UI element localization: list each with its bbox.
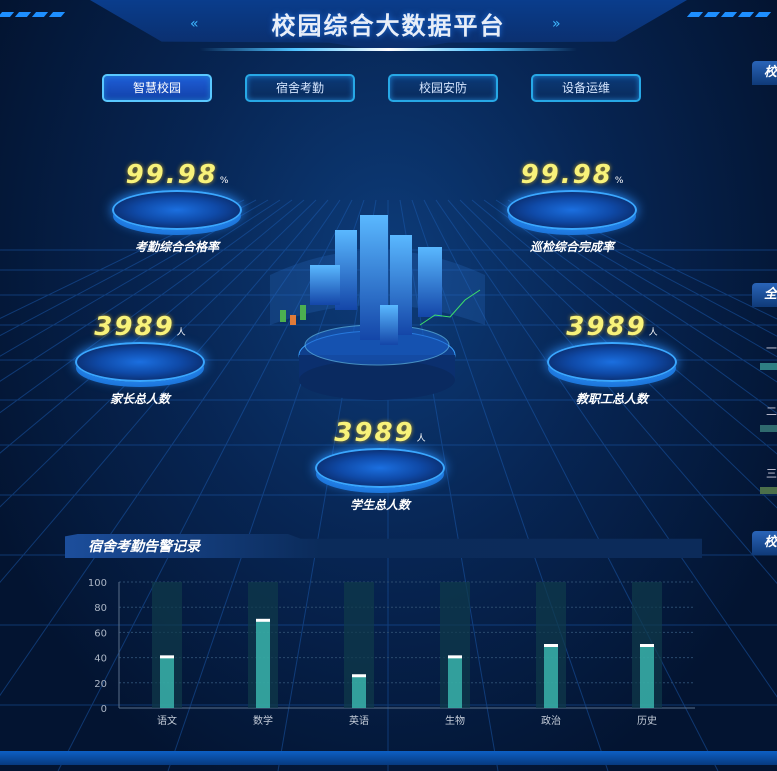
- y-tick-label: 40: [94, 654, 107, 665]
- city-hologram-illustration: [270, 215, 485, 400]
- bar: [352, 675, 366, 708]
- stat-label: 考勤综合合格率: [134, 240, 219, 254]
- bar-cap: [448, 655, 462, 659]
- y-tick-label: 60: [94, 628, 107, 639]
- stat-attendance-rate: 99.98% 考勤综合合格率: [97, 160, 257, 255]
- stat-unit: %: [219, 176, 229, 186]
- bar-chart: 0 20 40 60 80 100 语文 数学 英语 生物 政治 历史: [88, 578, 695, 727]
- stat-label: 学生总人数: [349, 498, 410, 512]
- stat-value: 99.98: [520, 160, 613, 190]
- nav-tabs: 智慧校园 宿舍考勤 校园安防 设备运维: [102, 74, 641, 102]
- y-tick-label: 80: [94, 603, 107, 614]
- bar-cap: [256, 618, 270, 622]
- stat-label: 教职工总人数: [575, 392, 648, 406]
- tab-campus-security[interactable]: 校园安防: [388, 74, 498, 102]
- stat-label: 巡检综合完成率: [529, 240, 614, 254]
- stat-inspection-rate: 99.98% 巡检综合完成率: [492, 160, 652, 255]
- x-tick-label: 生物: [445, 714, 465, 727]
- x-tick-label: 历史: [637, 715, 657, 727]
- chevron-left-icon: «: [190, 16, 199, 32]
- rank-bar: [760, 425, 777, 432]
- stat-value: 99.98: [125, 160, 218, 190]
- stat-unit: 人: [416, 434, 426, 444]
- bar: [448, 656, 462, 708]
- rank-label: 三: [766, 467, 777, 480]
- right-panel-header-3: 校: [752, 531, 777, 555]
- stat-label: 家长总人数: [109, 392, 170, 406]
- bar-cap: [640, 644, 654, 647]
- rank-label: 一: [766, 342, 777, 355]
- platform-icon: [75, 342, 205, 382]
- tab-smart-campus[interactable]: 智慧校园: [102, 74, 212, 102]
- bar: [640, 645, 654, 708]
- rank-bar: [760, 487, 777, 494]
- stat-unit: %: [614, 176, 624, 186]
- chevron-right-icon: »: [552, 16, 561, 32]
- stat-value: 3989: [566, 312, 647, 342]
- platform-icon: [507, 190, 637, 230]
- bar-cap: [544, 644, 558, 647]
- bar-cap: [160, 655, 174, 659]
- platform-icon: [315, 448, 445, 488]
- page-title: 校园综合大数据平台: [271, 12, 506, 40]
- tab-device-maintenance[interactable]: 设备运维: [531, 74, 641, 102]
- platform-icon: [547, 342, 677, 382]
- stat-students: 3989 人 学生总人数: [300, 418, 460, 513]
- header: « » 校园综合大数据平台: [0, 0, 777, 60]
- stat-value: 3989: [334, 418, 415, 448]
- rank-bar: [760, 363, 777, 370]
- bar: [256, 619, 270, 708]
- x-tick-label: 政治: [541, 714, 561, 727]
- tab-dorm-attendance[interactable]: 宿舍考勤: [245, 74, 355, 102]
- x-tick-label: 数学: [253, 714, 273, 727]
- bar: [160, 656, 174, 708]
- y-tick-label: 20: [94, 679, 107, 690]
- x-tick-label: 语文: [157, 714, 177, 727]
- right-panel-header-2: 全: [752, 283, 777, 307]
- stat-unit: 人: [648, 328, 658, 338]
- platform-icon: [112, 190, 242, 230]
- x-tick-label: 英语: [349, 714, 369, 727]
- chart-panel-title: 宿舍考勤告警记录: [88, 539, 200, 555]
- y-tick-label: 0: [101, 704, 107, 715]
- footer-bar: [0, 751, 777, 765]
- stat-unit: 人: [176, 328, 186, 338]
- rank-label: 二: [766, 405, 777, 418]
- bar: [544, 645, 558, 708]
- y-tick-label: 100: [88, 578, 107, 589]
- header-glow: [200, 48, 577, 51]
- bar-cap: [352, 674, 366, 678]
- stat-staff: 3989 人 教职工总人数: [532, 312, 692, 407]
- right-panel-header-1: 校: [752, 61, 777, 85]
- stat-parents: 3989 人 家长总人数: [60, 312, 220, 407]
- stat-value: 3989: [94, 312, 175, 342]
